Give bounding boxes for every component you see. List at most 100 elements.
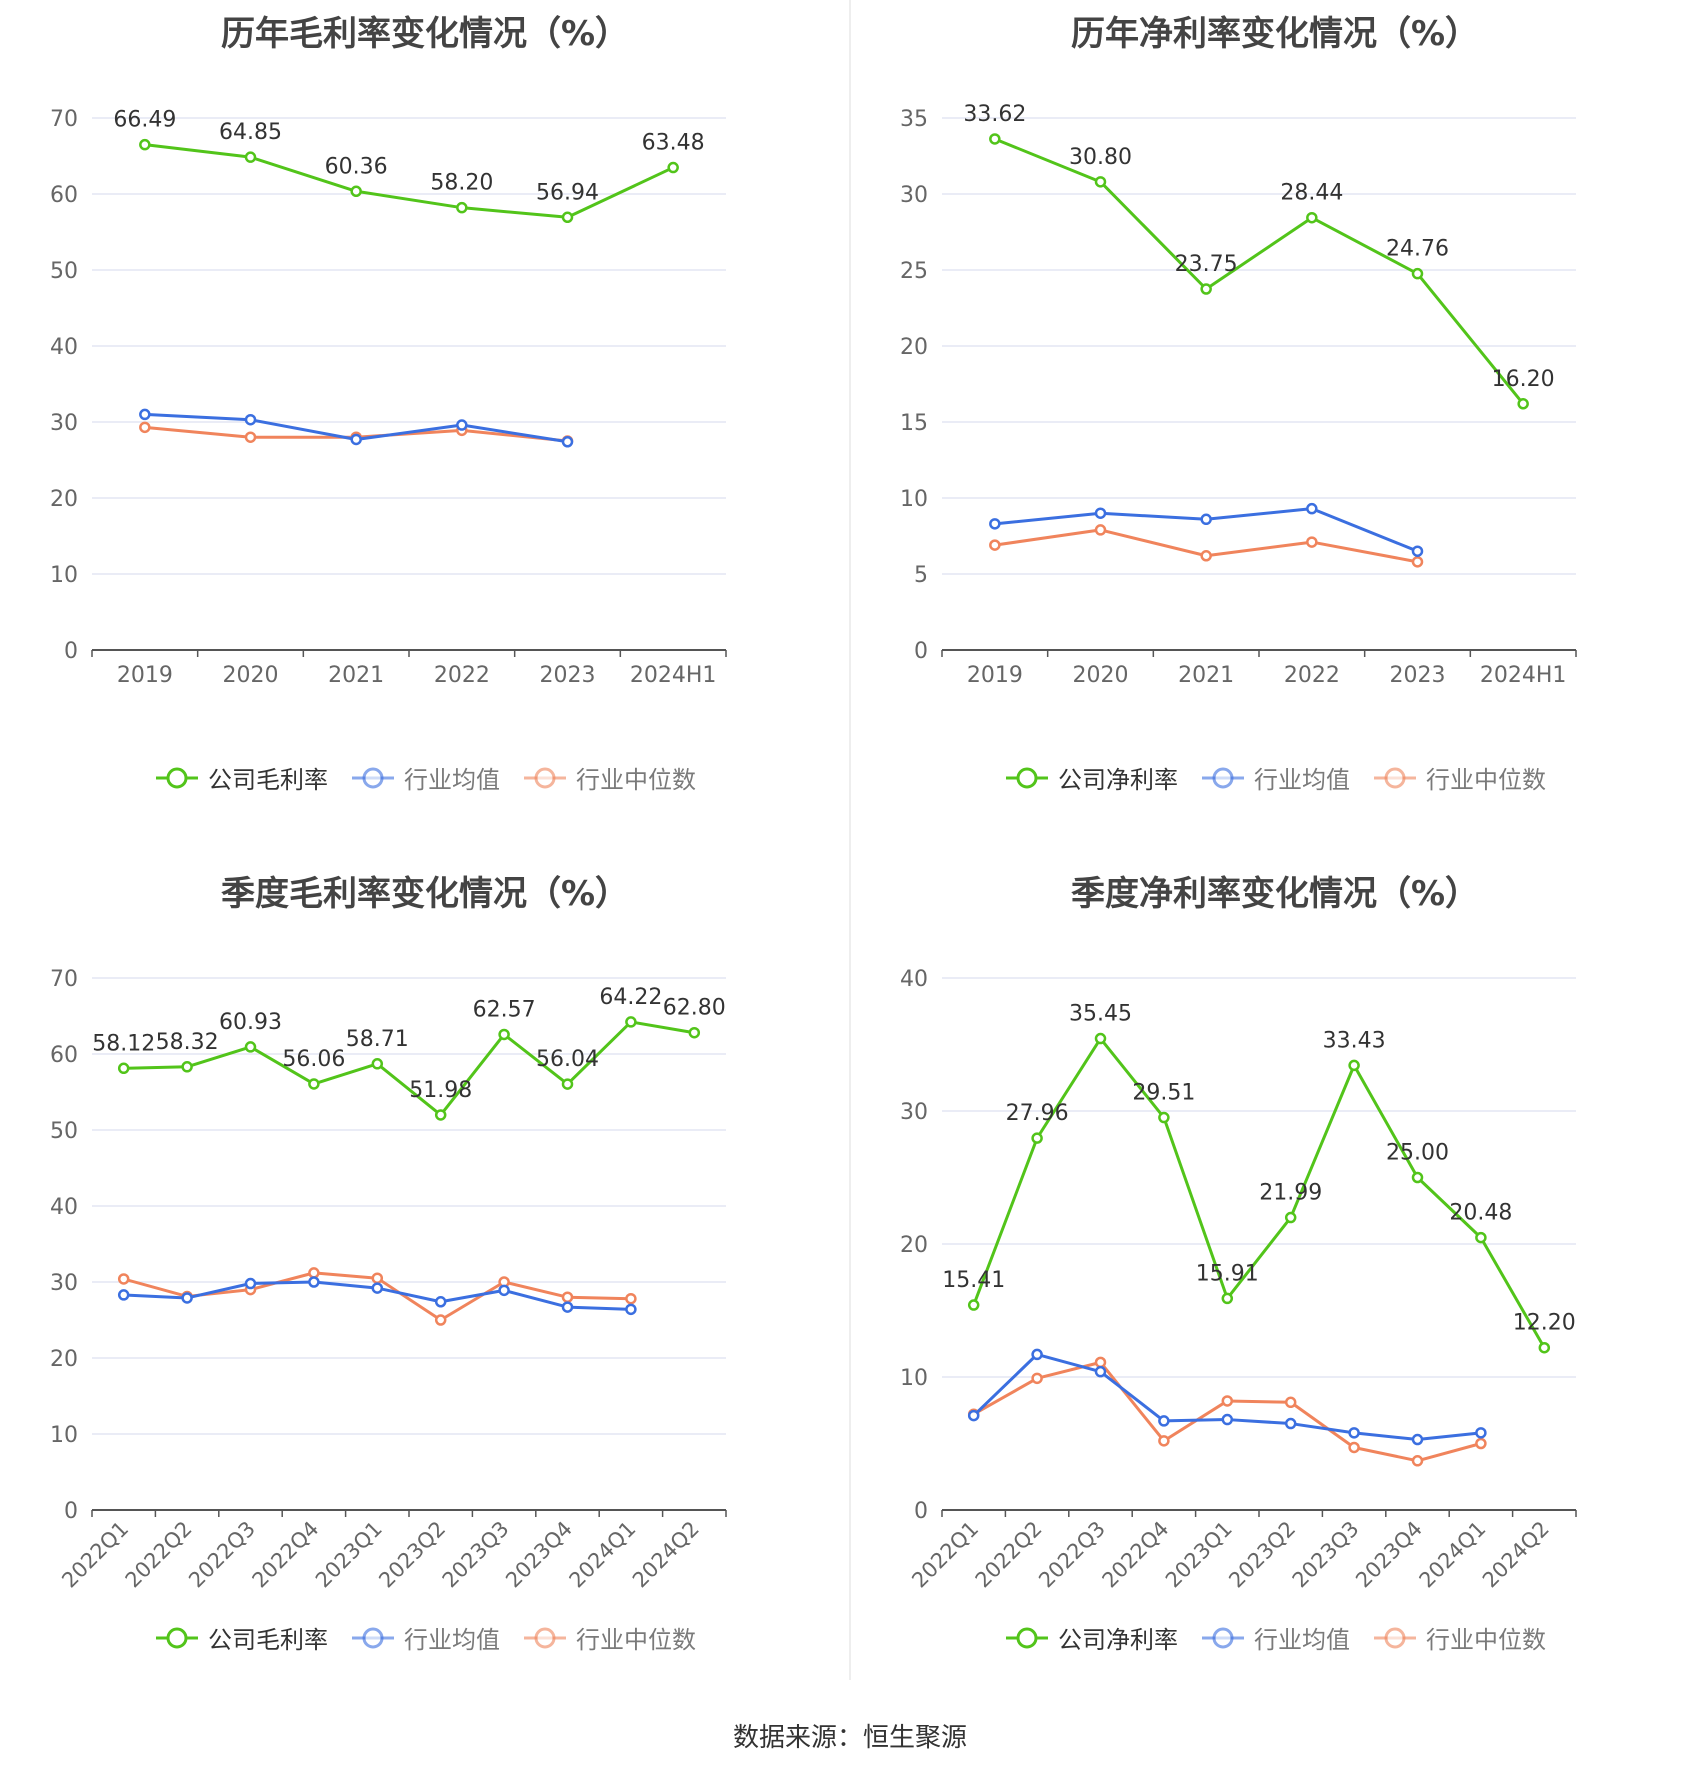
data-point: [434, 1314, 447, 1326]
legend-item[interactable]: 行业中位数: [1372, 1620, 1546, 1655]
y-tick-label: 10: [900, 487, 928, 512]
data-label: 27.96: [1006, 1101, 1069, 1126]
legend-item[interactable]: 行业均值: [350, 760, 500, 795]
data-point: [1517, 398, 1529, 410]
legend-item[interactable]: 行业均值: [1200, 760, 1350, 795]
data-point: [1094, 1032, 1107, 1045]
legend-swatch-icon: [1374, 767, 1416, 788]
data-point: [989, 133, 1001, 145]
quarterly-net-margin-chart: 季度净利率变化情况（%） 0 10 20 30 40 2022Q1 2022Q2 2022Q3…: [850, 860, 1700, 1720]
data-point: [117, 1289, 130, 1301]
data-point: [625, 1016, 637, 1028]
y-tick-label: 25: [900, 259, 928, 284]
series-line-0: [994, 137, 1525, 405]
legend-label: 行业中位数: [576, 766, 696, 794]
y-tick-label: 40: [50, 1195, 78, 1220]
legend-swatch-icon: [1374, 1627, 1416, 1648]
x-tick-label: 2020: [1073, 663, 1129, 688]
y-tick-label: 60: [50, 1043, 78, 1068]
x-tick-label: 2022Q3: [184, 1517, 260, 1593]
data-point: [1306, 502, 1318, 515]
x-tick-label: 2021: [1178, 663, 1234, 688]
data-label: 58.12: [92, 1031, 155, 1056]
data-point: [1411, 1455, 1424, 1467]
data-label: 58.20: [430, 171, 493, 196]
legend-item[interactable]: 行业中位数: [1372, 760, 1546, 795]
legend-label: 行业均值: [1254, 766, 1350, 794]
legend-item[interactable]: 行业均值: [1200, 1620, 1350, 1655]
chart-legend[interactable]: 公司净利率 行业均值 行业中位数: [850, 1620, 1700, 1655]
data-point: [967, 1299, 980, 1311]
x-tick-label: 2022: [1284, 663, 1340, 688]
data-point: [1200, 550, 1212, 562]
legend-item[interactable]: 公司毛利率: [154, 1620, 328, 1655]
data-point: [139, 408, 151, 421]
chart-legend[interactable]: 公司毛利率 行业均值 行业中位数: [0, 1620, 850, 1655]
y-tick-label: 30: [50, 1271, 78, 1296]
data-point: [1475, 1427, 1487, 1439]
data-point: [1348, 1441, 1360, 1454]
y-tick-label: 60: [50, 183, 78, 208]
x-tick-label: 2021: [328, 663, 384, 688]
chart-legend[interactable]: 公司净利率 行业均值 行业中位数: [850, 760, 1700, 795]
legend-item[interactable]: 行业均值: [350, 1620, 500, 1655]
data-point: [1221, 1292, 1234, 1305]
chart-legend[interactable]: 公司毛利率 行业均值 行业中位数: [0, 760, 850, 795]
legend-label: 行业均值: [404, 1626, 500, 1654]
chart-plot: 0102030405060702022Q12022Q22022Q32022Q42…: [50, 967, 727, 1593]
x-tick-label: 2024H1: [630, 663, 717, 688]
x-tick-label: 2023: [540, 663, 596, 688]
data-label: 15.41: [942, 1268, 1005, 1293]
data-point: [1306, 211, 1318, 224]
legend-swatch-icon: [1202, 767, 1244, 788]
annual-gross-margin-chart: 历年毛利率变化情况（%） 0 10 20 30 40 50 60 70 2019 2020 2021…: [0, 0, 850, 860]
chart-plot: 0 5 10 15 20 25 30 35 2019 2020 2021 2022 2023 2024H1…: [900, 102, 1577, 688]
series-line-0: [144, 143, 674, 219]
data-label: 15.91: [1196, 1261, 1259, 1286]
data-label: 25.00: [1386, 1141, 1449, 1166]
data-point: [1284, 1211, 1297, 1224]
data-point: [117, 1273, 130, 1285]
x-tick-label: 2023Q3: [1288, 1517, 1364, 1593]
data-point: [456, 201, 468, 214]
data-point: [1538, 1341, 1551, 1354]
data-point: [989, 539, 1001, 551]
data-label: 64.85: [219, 120, 282, 145]
legend-item[interactable]: 行业中位数: [522, 760, 696, 795]
data-point: [1158, 1435, 1170, 1447]
legend-item[interactable]: 公司净利率: [1004, 760, 1178, 795]
data-point: [561, 1301, 574, 1313]
data-label: 56.94: [536, 180, 599, 205]
data-point: [688, 1026, 701, 1039]
data-label: 56.06: [282, 1047, 345, 1072]
x-tick-label: 2024H1: [1480, 663, 1567, 688]
legend-item[interactable]: 公司净利率: [1004, 1620, 1178, 1655]
legend-item[interactable]: 行业中位数: [522, 1620, 696, 1655]
data-label: 63.48: [642, 131, 705, 156]
data-point: [308, 1267, 320, 1279]
data-point: [244, 1277, 257, 1290]
x-tick-label: 2022Q1: [907, 1517, 983, 1593]
data-point: [625, 1303, 637, 1316]
x-tick-label: 2024Q2: [628, 1517, 704, 1593]
y-tick-label: 0: [64, 639, 78, 664]
y-tick-label: 15: [900, 411, 928, 436]
legend-item[interactable]: 公司毛利率: [154, 760, 328, 795]
x-tick-label: 2022Q1: [57, 1517, 133, 1593]
data-point: [1348, 1427, 1360, 1439]
legend-label: 行业均值: [404, 766, 500, 794]
data-point: [1411, 545, 1424, 557]
y-tick-label: 30: [50, 411, 78, 436]
legend-swatch-icon: [352, 1627, 394, 1648]
y-tick-label: 35: [900, 107, 928, 132]
data-point: [1158, 1111, 1170, 1124]
data-label: 64.22: [599, 985, 662, 1010]
data-point: [139, 138, 151, 151]
chart-plot: 0102030402022Q12022Q22022Q32022Q42023Q12…: [900, 967, 1577, 1593]
x-tick-label: 2023Q4: [1351, 1517, 1427, 1593]
data-label: 58.71: [346, 1027, 409, 1052]
data-point: [1158, 1415, 1170, 1427]
data-point: [1094, 1356, 1107, 1369]
y-tick-label: 10: [900, 1366, 928, 1391]
data-point: [561, 1078, 574, 1090]
